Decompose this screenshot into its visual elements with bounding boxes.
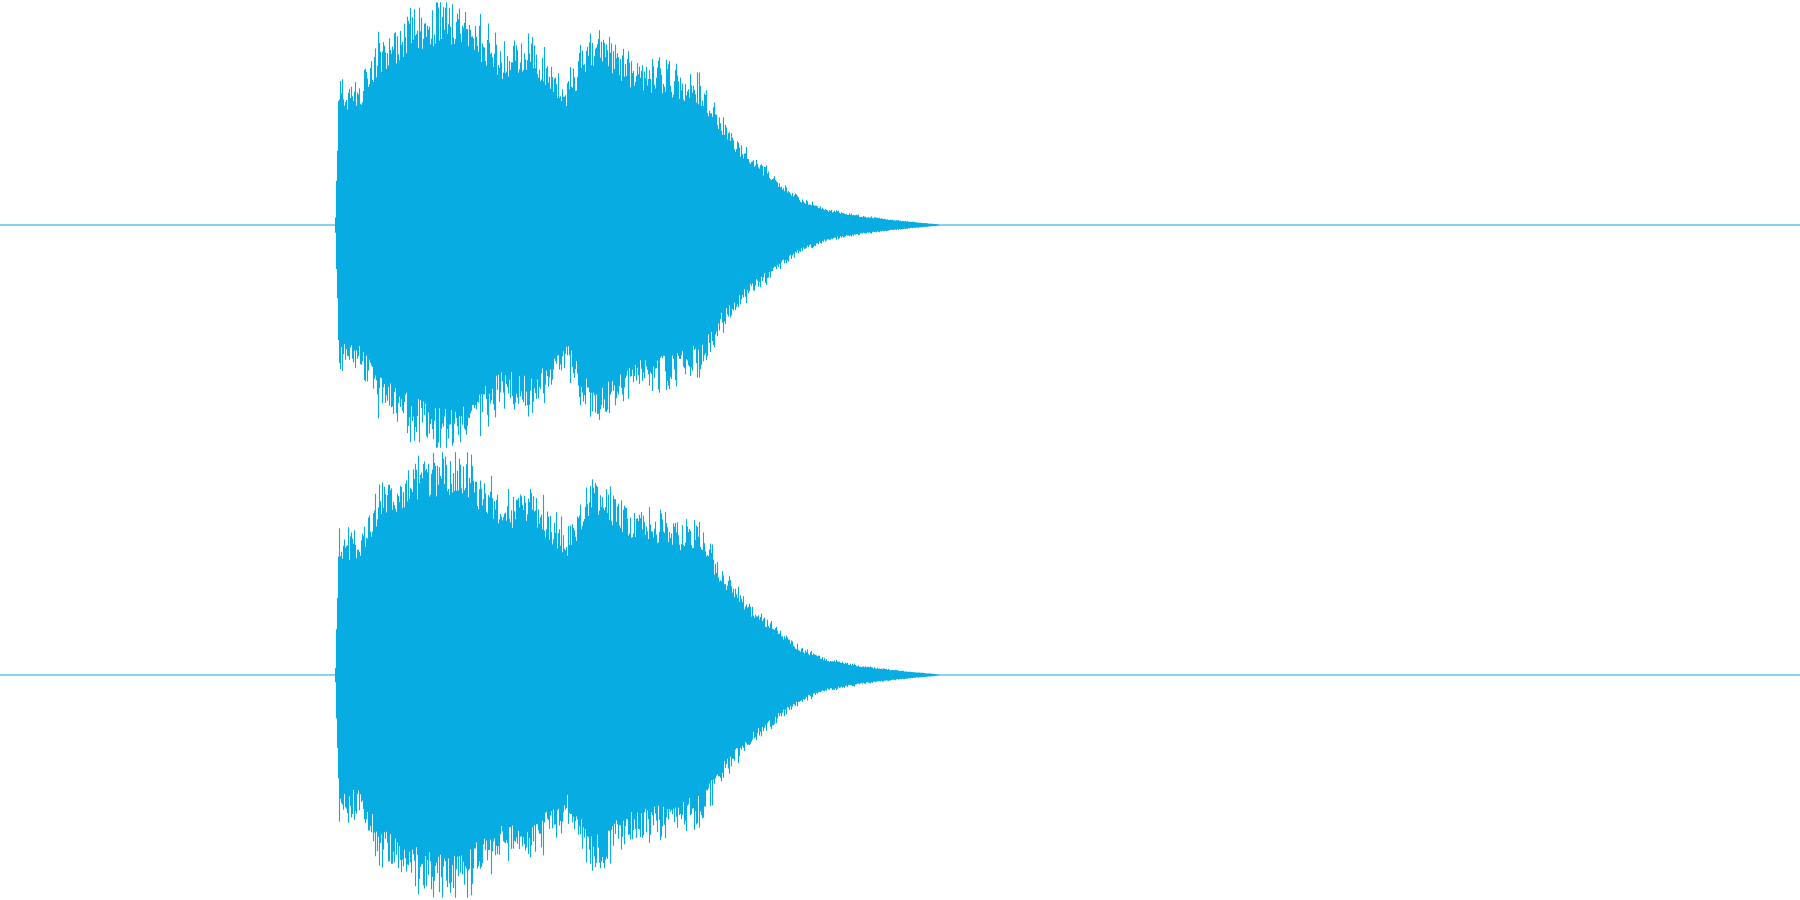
- waveform-channel-1: [0, 2, 1800, 448]
- channel-1-waveform: [334, 2, 940, 448]
- channel-2-waveform: [334, 452, 940, 898]
- waveform-channel-2: [0, 452, 1800, 898]
